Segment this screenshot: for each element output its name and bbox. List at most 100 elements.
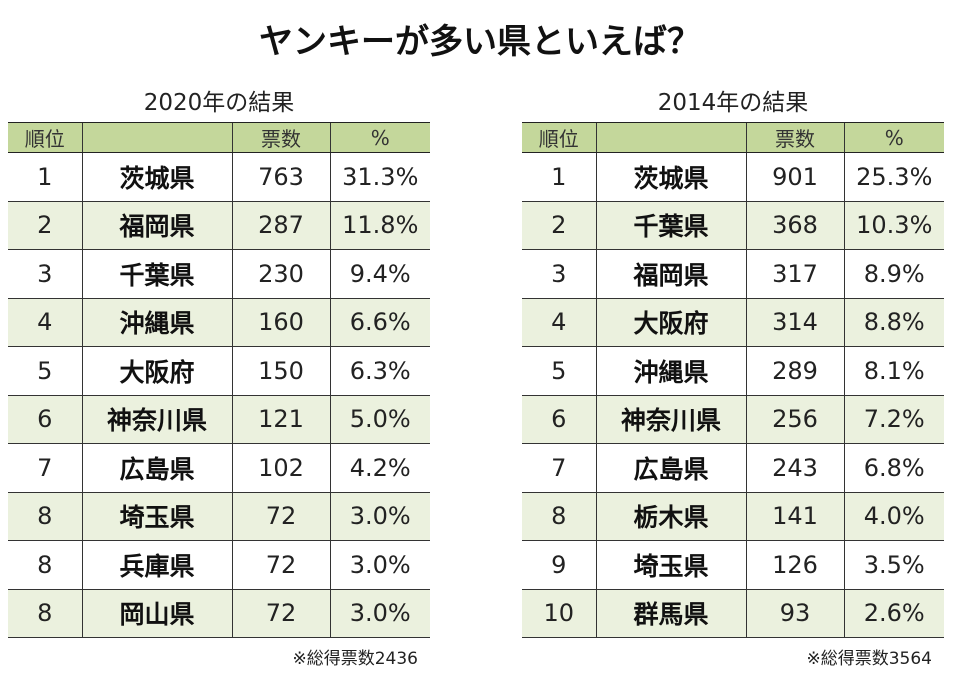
cell-prefecture: 茨城県: [81, 152, 232, 202]
cell-percent: 8.1%: [843, 346, 944, 396]
cell-prefecture: 沖縄県: [595, 346, 746, 396]
header-votes: 票数: [231, 122, 330, 153]
cell-votes: 141: [745, 492, 844, 541]
cell-prefecture: 埼玉県: [595, 540, 746, 590]
table-row: 8 兵庫県 72 3.0%: [8, 540, 430, 590]
table-row: 4 沖縄県 160 6.6%: [8, 298, 430, 347]
cell-percent: 31.3%: [329, 152, 430, 202]
cell-percent: 4.0%: [843, 492, 944, 541]
table-row: 2 千葉県 368 10.3%: [522, 201, 944, 250]
cell-prefecture: 広島県: [81, 443, 232, 493]
table-subtitle: 2020年の結果: [143, 90, 295, 116]
cell-prefecture: 千葉県: [595, 201, 746, 250]
cell-rank: 1: [8, 152, 82, 202]
cell-prefecture: 神奈川県: [81, 395, 232, 444]
cell-votes: 256: [745, 395, 844, 444]
cell-rank: 6: [522, 395, 596, 444]
cell-rank: 7: [8, 443, 82, 493]
cell-rank: 8: [8, 540, 82, 590]
cell-rank: 8: [8, 589, 82, 638]
cell-rank: 6: [8, 395, 82, 444]
table-header: 順位 票数%: [8, 122, 430, 153]
cell-rank: 8: [522, 492, 596, 541]
table-row: 8 埼玉県 72 3.0%: [8, 492, 430, 541]
cell-percent: 11.8%: [329, 201, 430, 250]
table-header: 順位 票数%: [522, 122, 944, 153]
cell-votes: 289: [745, 346, 844, 396]
cell-prefecture: 広島県: [595, 443, 746, 493]
cell-percent: 9.4%: [329, 249, 430, 299]
cell-votes: 102: [231, 443, 330, 493]
cell-prefecture: 福岡県: [81, 201, 232, 250]
cell-percent: 6.6%: [329, 298, 430, 347]
total-votes-note: ※総得票数3564: [806, 649, 932, 669]
header-prefecture: [81, 122, 232, 153]
cell-rank: 7: [522, 443, 596, 493]
header-percent: %: [843, 122, 944, 153]
cell-votes: 72: [231, 589, 330, 638]
cell-percent: 7.2%: [843, 395, 944, 444]
ranking-table: 順位 票数% 1 茨城県 763 31.3% 2 福岡県 287 11.8% 3 千葉県 230 9.4%…: [8, 122, 430, 638]
cell-prefecture: 千葉県: [81, 249, 232, 299]
cell-votes: 121: [231, 395, 330, 444]
cell-rank: 8: [8, 492, 82, 541]
cell-votes: 314: [745, 298, 844, 347]
cell-votes: 243: [745, 443, 844, 493]
table-row: 1 茨城県 763 31.3%: [8, 152, 430, 202]
cell-percent: 25.3%: [843, 152, 944, 202]
cell-prefecture: 岡山県: [81, 589, 232, 638]
table-row: 3 千葉県 230 9.4%: [8, 249, 430, 299]
cell-votes: 72: [231, 492, 330, 541]
cell-rank: 10: [522, 589, 596, 638]
cell-prefecture: 茨城県: [595, 152, 746, 202]
cell-percent: 6.8%: [843, 443, 944, 493]
cell-percent: 3.0%: [329, 589, 430, 638]
cell-prefecture: 大阪府: [595, 298, 746, 347]
cell-rank: 4: [522, 298, 596, 347]
table-row: 8 岡山県 72 3.0%: [8, 589, 430, 638]
table-row: 7 広島県 102 4.2%: [8, 443, 430, 493]
table-row: 6 神奈川県 121 5.0%: [8, 395, 430, 444]
table-subtitle: 2014年の結果: [657, 90, 809, 116]
cell-rank: 1: [522, 152, 596, 202]
cell-percent: 6.3%: [329, 346, 430, 396]
cell-prefecture: 兵庫県: [81, 540, 232, 590]
page-title: ヤンキーが多い県といえば？: [259, 22, 701, 62]
cell-prefecture: 大阪府: [81, 346, 232, 396]
cell-rank: 5: [522, 346, 596, 396]
cell-percent: 3.0%: [329, 540, 430, 590]
cell-votes: 317: [745, 249, 844, 299]
cell-rank: 3: [522, 249, 596, 299]
cell-votes: 72: [231, 540, 330, 590]
table-row: 3 福岡県 317 8.9%: [522, 249, 944, 299]
table-block-2014: 2014年の結果 順位 票数% 1 茨城県 901 25.3% 2 千葉県 368 10.3% 3 福…: [522, 84, 944, 669]
cell-percent: 8.8%: [843, 298, 944, 347]
cell-rank: 9: [522, 540, 596, 590]
cell-prefecture: 栃木県: [595, 492, 746, 541]
cell-votes: 368: [745, 201, 844, 250]
cell-votes: 230: [231, 249, 330, 299]
header-prefecture: [595, 122, 746, 153]
header-votes: 票数: [745, 122, 844, 153]
ranking-table: 順位 票数% 1 茨城県 901 25.3% 2 千葉県 368 10.3% 3 福岡県 317 8.9%…: [522, 122, 944, 638]
table-row: 8 栃木県 141 4.0%: [522, 492, 944, 541]
table-row: 7 広島県 243 6.8%: [522, 443, 944, 493]
cell-percent: 5.0%: [329, 395, 430, 444]
cell-prefecture: 神奈川県: [595, 395, 746, 444]
cell-percent: 10.3%: [843, 201, 944, 250]
cell-rank: 3: [8, 249, 82, 299]
table-row: 6 神奈川県 256 7.2%: [522, 395, 944, 444]
table-row: 9 埼玉県 126 3.5%: [522, 540, 944, 590]
cell-rank: 5: [8, 346, 82, 396]
table-row: 5 沖縄県 289 8.1%: [522, 346, 944, 396]
cell-prefecture: 沖縄県: [81, 298, 232, 347]
header-rank: 順位: [522, 122, 596, 153]
cell-percent: 2.6%: [843, 589, 944, 638]
cell-rank: 2: [522, 201, 596, 250]
table-row: 1 茨城県 901 25.3%: [522, 152, 944, 202]
cell-percent: 4.2%: [329, 443, 430, 493]
cell-percent: 3.0%: [329, 492, 430, 541]
cell-votes: 901: [745, 152, 844, 202]
table-row: 4 大阪府 314 8.8%: [522, 298, 944, 347]
cell-prefecture: 群馬県: [595, 589, 746, 638]
